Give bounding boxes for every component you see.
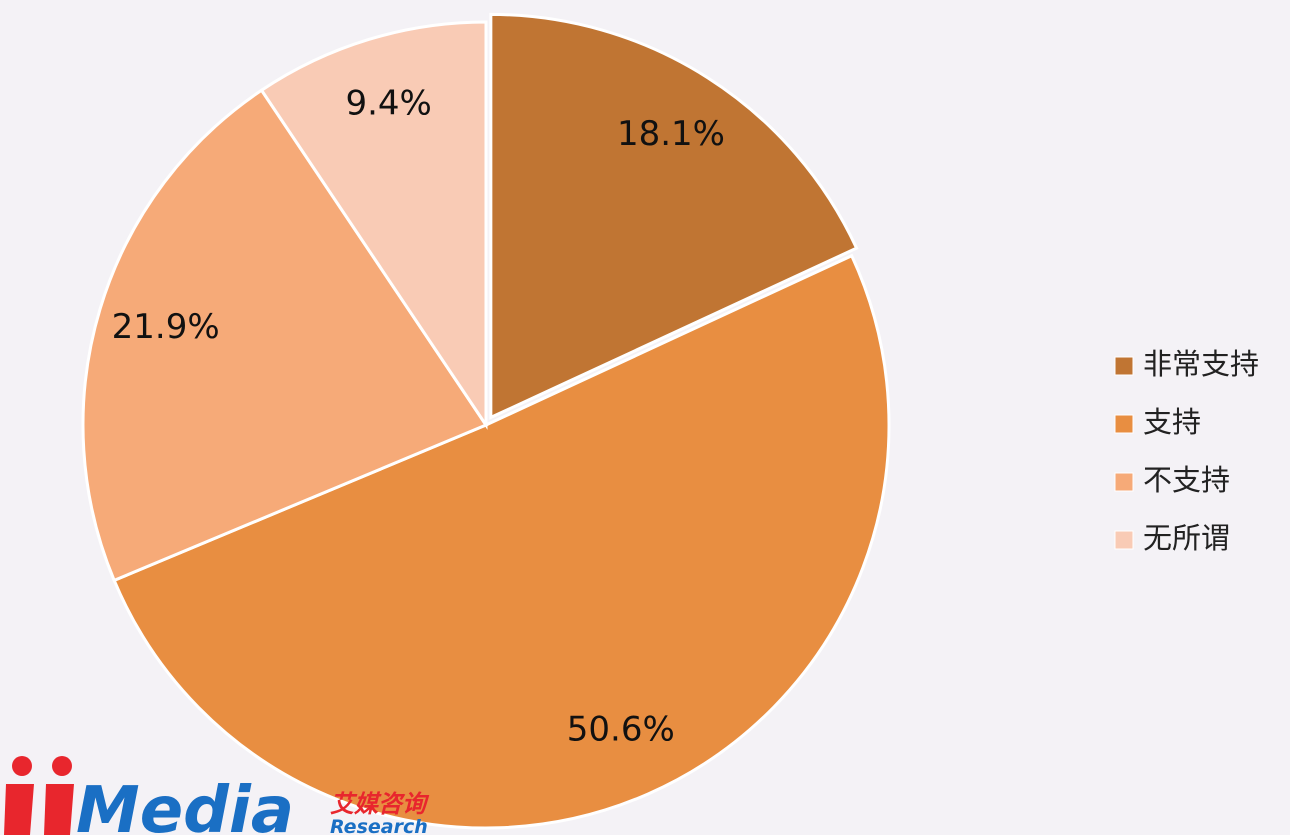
legend-swatch (1114, 472, 1134, 492)
data-label: 9.4% (345, 83, 431, 123)
logo-dot (12, 756, 32, 776)
legend-label: 无所谓 (1143, 521, 1230, 555)
legend-swatch (1114, 356, 1134, 376)
logo-shape (44, 784, 74, 835)
pie-slice (112, 253, 891, 830)
data-label: 21.9% (112, 307, 220, 347)
pie-slice (489, 12, 859, 420)
data-label: 18.1% (617, 114, 725, 154)
legend-swatch (1114, 530, 1134, 550)
logo: Media 艾媒咨询 Research (4, 756, 430, 835)
legend-label: 非常支持 (1143, 347, 1259, 381)
pie-slice (259, 20, 488, 430)
logo-shape (4, 784, 34, 835)
legend-label: 不支持 (1143, 463, 1230, 497)
logo-en: Research (330, 816, 428, 835)
logo-brand: Media (76, 774, 294, 835)
data-label: 50.6% (567, 710, 675, 750)
logo-cn: 艾媒咨询 (330, 790, 430, 818)
legend-label: 支持 (1143, 405, 1201, 439)
legend-swatch (1114, 414, 1134, 434)
logo-dot (52, 756, 72, 776)
pie-slice (81, 88, 489, 583)
